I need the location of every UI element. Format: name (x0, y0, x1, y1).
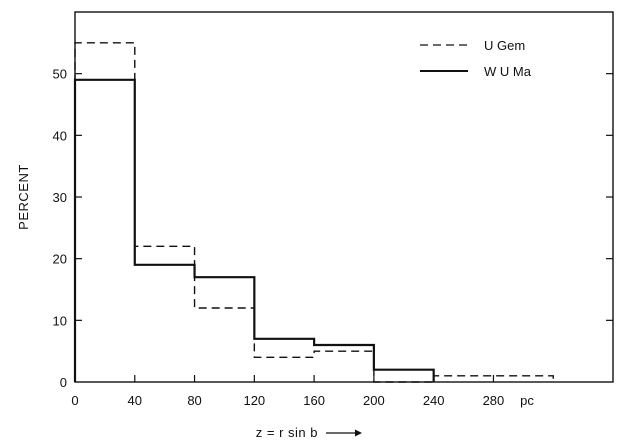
x-tick-label: 160 (303, 393, 325, 408)
series-w-u-ma-step-line (73, 78, 435, 382)
x-tick-label: 280 (483, 393, 505, 408)
y-tick-label: 10 (53, 313, 67, 328)
x-axis-arrow (326, 429, 362, 437)
x-unit-label: pc (520, 393, 534, 408)
x-tick-label: 40 (128, 393, 142, 408)
y-axis-label: PERCENT (16, 164, 31, 230)
x-tick-label: 0 (71, 393, 78, 408)
x-tick-label: 80 (187, 393, 201, 408)
x-axis-label: z = r sin b (256, 425, 318, 440)
y-tick-label: 20 (53, 252, 67, 267)
legend: U Gem W U Ma (420, 38, 532, 79)
y-tick-label: 40 (53, 128, 67, 143)
legend-label-u-gem: U Gem (484, 38, 525, 53)
x-tick-label: 120 (243, 393, 265, 408)
x-axis-ticks: 0 40 80 120 160 200 240 280 (71, 375, 504, 408)
y-tick-label: 50 (53, 67, 67, 82)
y-tick-label: 0 (60, 375, 67, 390)
y-axis-ticks: 0 10 20 30 40 50 (53, 67, 613, 390)
y-tick-label: 30 (53, 190, 67, 205)
x-tick-label: 240 (423, 393, 445, 408)
x-tick-label: 200 (363, 393, 385, 408)
series-layer (73, 42, 554, 383)
series-u-gem-step-line (74, 42, 554, 383)
legend-label-w-u-ma: W U Ma (484, 64, 532, 79)
plot-frame (74, 11, 614, 383)
